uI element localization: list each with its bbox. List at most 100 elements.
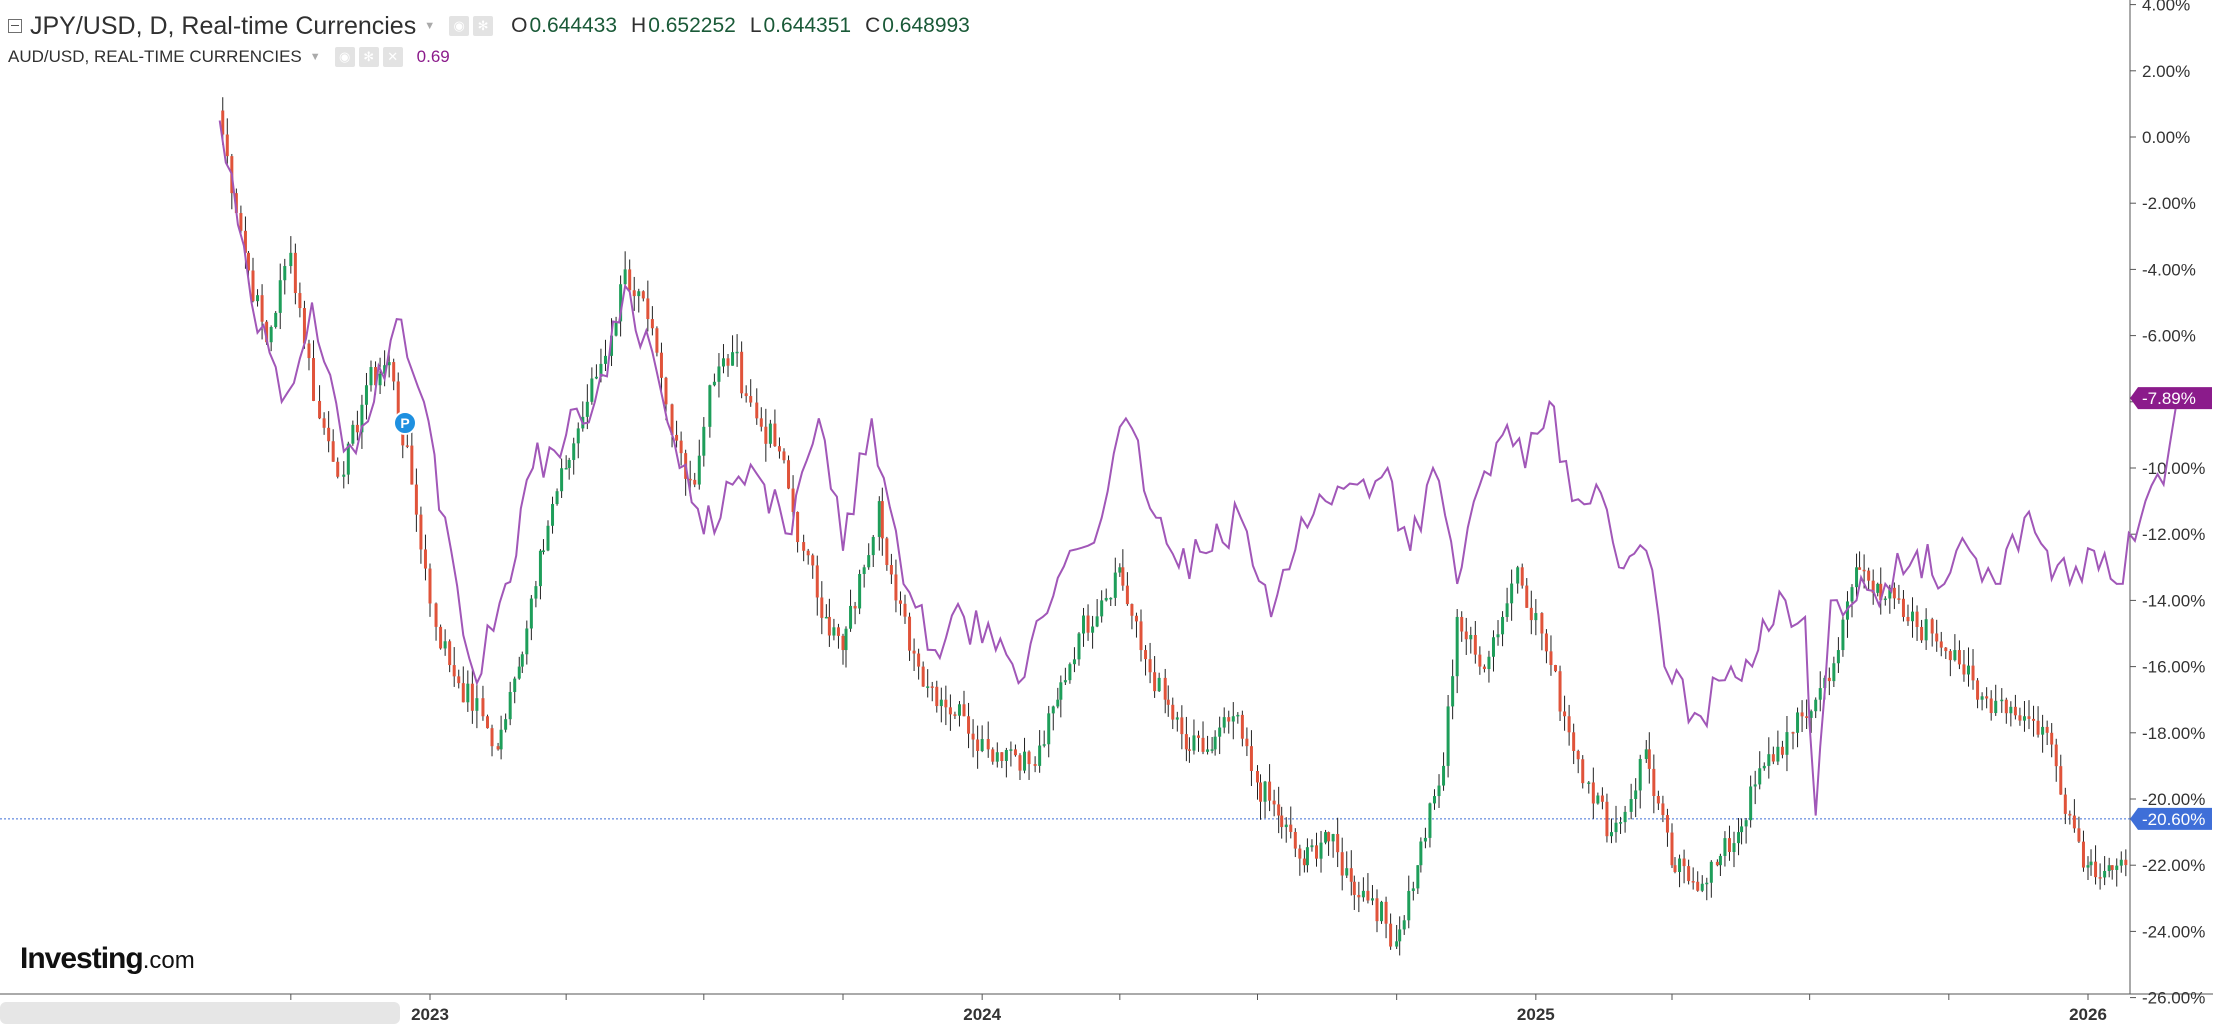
close-icon[interactable]: ✕ xyxy=(382,47,403,67)
candle-body xyxy=(1171,704,1175,720)
candle-body xyxy=(1596,795,1600,804)
candle-body xyxy=(1259,782,1263,802)
candle-body xyxy=(1906,616,1910,622)
candle-body xyxy=(1000,752,1004,761)
candle-body xyxy=(374,367,378,386)
candle-body xyxy=(749,396,753,403)
candle-body xyxy=(1767,754,1771,766)
candle-body xyxy=(2119,859,2123,866)
candle-body xyxy=(1384,901,1388,924)
candle-body xyxy=(355,424,359,433)
candle-body xyxy=(1920,626,1924,641)
candle-body xyxy=(318,400,322,419)
candle-body xyxy=(986,739,990,750)
candle-body xyxy=(278,280,282,313)
candle-body xyxy=(2086,865,2090,868)
candle-body xyxy=(1867,570,1871,581)
candle-body xyxy=(1805,716,1809,718)
chevron-down-icon[interactable]: ▼ xyxy=(424,20,436,32)
candle-body xyxy=(2081,841,2085,868)
candle-body xyxy=(1791,732,1795,734)
visibility-toggle-icon[interactable]: ◉ xyxy=(449,16,470,36)
candle-body xyxy=(1888,587,1892,599)
candle-body xyxy=(1665,815,1669,833)
candle-body xyxy=(1605,801,1609,837)
candle-body xyxy=(1201,737,1205,752)
candle-body xyxy=(1957,650,1961,665)
candle-body xyxy=(1134,615,1138,622)
candle-body xyxy=(1587,782,1591,784)
candle-body xyxy=(898,600,902,604)
event-marker-label: P xyxy=(400,415,409,431)
x-tick-label: 2026 xyxy=(2069,1005,2107,1024)
candle-body xyxy=(1487,656,1491,670)
candle-body xyxy=(369,367,373,386)
candle-body xyxy=(675,434,679,441)
candle-body xyxy=(1915,611,1919,627)
candle-body xyxy=(1113,572,1117,598)
candle-body xyxy=(2068,813,2072,816)
candle-body xyxy=(1687,866,1691,882)
visibility-toggle-icon[interactable]: ◉ xyxy=(334,47,355,67)
candle-body xyxy=(1380,901,1384,922)
candle-body xyxy=(764,426,768,444)
candle-body xyxy=(234,193,238,214)
candle-body xyxy=(1047,713,1051,745)
candle-body xyxy=(1876,583,1880,593)
candle-body xyxy=(1638,758,1642,791)
candle-body xyxy=(1930,619,1934,634)
candle-body xyxy=(670,404,674,435)
open-label: O xyxy=(511,14,528,37)
candle-body xyxy=(239,213,243,231)
candle-body xyxy=(614,321,618,336)
candle-body xyxy=(243,230,247,253)
candle-body xyxy=(1796,712,1800,733)
candle-body xyxy=(1280,815,1284,828)
candle-body xyxy=(1510,583,1514,604)
candle-body xyxy=(1184,734,1188,750)
settings-gear-icon[interactable]: ✻ xyxy=(358,47,379,67)
candle-body xyxy=(1407,890,1411,921)
candle-body xyxy=(1180,717,1184,735)
candle-body xyxy=(921,666,925,687)
y-tick-label: -26.00% xyxy=(2142,989,2205,1008)
candle-body xyxy=(1109,597,1113,600)
chevron-down-icon[interactable]: ▼ xyxy=(309,51,321,63)
candle-body xyxy=(1897,598,1901,600)
candle-body xyxy=(1361,890,1365,898)
candle-body xyxy=(383,365,387,374)
candle-body xyxy=(396,381,400,418)
candle-body xyxy=(423,549,427,569)
collapse-toggle-icon[interactable] xyxy=(8,19,22,33)
event-marker-circle[interactable] xyxy=(393,411,417,435)
candle-body xyxy=(541,550,545,552)
candle-body xyxy=(1600,795,1604,802)
candle-body xyxy=(410,445,414,485)
aud-usd-series xyxy=(218,120,2179,816)
candle-body xyxy=(414,484,418,515)
horizontal-scrollbar[interactable] xyxy=(0,1002,400,1024)
candle-body xyxy=(1809,711,1813,718)
candle-body xyxy=(1540,613,1544,634)
candle-body xyxy=(1525,585,1529,608)
aud-usd-price-badge: -7.89% xyxy=(2130,387,2212,410)
settings-gear-icon[interactable]: ✻ xyxy=(473,16,494,36)
compare-symbol-label[interactable]: AUD/USD, REAL-TIME CURRENCIES xyxy=(8,47,302,66)
compare-value: 0.69 xyxy=(416,47,450,66)
candle-body xyxy=(1395,941,1399,947)
candle-body xyxy=(342,474,346,477)
candle-body xyxy=(820,597,824,618)
high-label: H xyxy=(631,14,647,37)
candle-body xyxy=(782,451,786,461)
candle-body xyxy=(2063,794,2067,814)
candle-body xyxy=(448,641,452,666)
candle-body xyxy=(1416,865,1420,889)
candle-body xyxy=(1310,845,1314,848)
y-tick-label: -14.00% xyxy=(2142,591,2205,610)
main-symbol-label[interactable]: JPY/USD, D, Real-time Currencies xyxy=(30,11,417,40)
event-marker[interactable]: P xyxy=(393,411,417,435)
candle-body xyxy=(1460,616,1464,632)
compare-series-legend: AUD/USD, REAL-TIME CURRENCIES ▼ ◉ ✻ ✕ 0.… xyxy=(8,45,450,69)
candle-body xyxy=(1491,637,1495,657)
